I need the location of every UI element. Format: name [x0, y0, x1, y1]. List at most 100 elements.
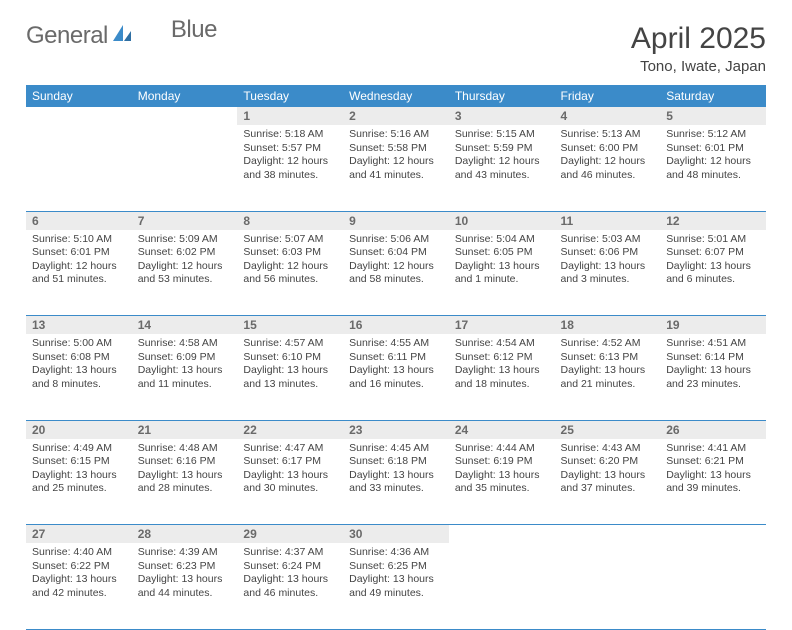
weekday-header: Wednesday	[343, 85, 449, 107]
daylight-line: Daylight: 13 hours and 46 minutes.	[243, 573, 337, 600]
day-number: 16	[343, 316, 449, 335]
day-cell-body: Sunrise: 4:55 AMSunset: 6:11 PMDaylight:…	[343, 334, 449, 396]
day-cell: Sunrise: 4:52 AMSunset: 6:13 PMDaylight:…	[555, 334, 661, 420]
sunrise-line: Sunrise: 4:54 AM	[455, 337, 549, 351]
sunset-line: Sunset: 6:19 PM	[455, 455, 549, 469]
daylight-line: Daylight: 12 hours and 58 minutes.	[349, 260, 443, 287]
sunrise-line: Sunrise: 5:15 AM	[455, 128, 549, 142]
day-cell-body: Sunrise: 4:47 AMSunset: 6:17 PMDaylight:…	[237, 439, 343, 501]
sunrise-line: Sunrise: 5:06 AM	[349, 233, 443, 247]
day-number: 7	[132, 211, 238, 230]
sunset-line: Sunset: 6:13 PM	[561, 351, 655, 365]
sunset-line: Sunset: 6:01 PM	[666, 142, 760, 156]
daylight-line: Daylight: 13 hours and 39 minutes.	[666, 469, 760, 496]
sunset-line: Sunset: 6:14 PM	[666, 351, 760, 365]
day-cell	[26, 125, 132, 211]
day-cell-body: Sunrise: 4:57 AMSunset: 6:10 PMDaylight:…	[237, 334, 343, 396]
day-cell-body: Sunrise: 4:36 AMSunset: 6:25 PMDaylight:…	[343, 543, 449, 605]
day-number: 28	[132, 525, 238, 544]
day-cell: Sunrise: 4:47 AMSunset: 6:17 PMDaylight:…	[237, 439, 343, 525]
day-cell-body: Sunrise: 4:49 AMSunset: 6:15 PMDaylight:…	[26, 439, 132, 501]
daylight-line: Daylight: 12 hours and 48 minutes.	[666, 155, 760, 182]
sunset-line: Sunset: 6:04 PM	[349, 246, 443, 260]
sunset-line: Sunset: 6:15 PM	[32, 455, 126, 469]
daynum-row: 20212223242526	[26, 420, 766, 439]
day-cell-body: Sunrise: 4:37 AMSunset: 6:24 PMDaylight:…	[237, 543, 343, 605]
daylight-line: Daylight: 12 hours and 43 minutes.	[455, 155, 549, 182]
daylight-line: Daylight: 13 hours and 8 minutes.	[32, 364, 126, 391]
day-cell: Sunrise: 5:00 AMSunset: 6:08 PMDaylight:…	[26, 334, 132, 420]
daylight-line: Daylight: 13 hours and 30 minutes.	[243, 469, 337, 496]
day-cell: Sunrise: 4:44 AMSunset: 6:19 PMDaylight:…	[449, 439, 555, 525]
day-number: 21	[132, 420, 238, 439]
day-number: 18	[555, 316, 661, 335]
sunrise-line: Sunrise: 4:58 AM	[138, 337, 232, 351]
sunset-line: Sunset: 5:59 PM	[455, 142, 549, 156]
sunset-line: Sunset: 6:16 PM	[138, 455, 232, 469]
sunrise-line: Sunrise: 5:16 AM	[349, 128, 443, 142]
day-cell-body: Sunrise: 4:52 AMSunset: 6:13 PMDaylight:…	[555, 334, 661, 396]
sunset-line: Sunset: 6:22 PM	[32, 560, 126, 574]
day-number: 10	[449, 211, 555, 230]
month-title: April 2025	[631, 22, 766, 56]
sunrise-line: Sunrise: 5:01 AM	[666, 233, 760, 247]
sunset-line: Sunset: 6:12 PM	[455, 351, 549, 365]
day-cell: Sunrise: 5:09 AMSunset: 6:02 PMDaylight:…	[132, 230, 238, 316]
sunrise-line: Sunrise: 4:52 AM	[561, 337, 655, 351]
daylight-line: Daylight: 12 hours and 41 minutes.	[349, 155, 443, 182]
location-subtitle: Tono, Iwate, Japan	[631, 58, 766, 75]
sunrise-line: Sunrise: 4:44 AM	[455, 442, 549, 456]
daylight-line: Daylight: 12 hours and 51 minutes.	[32, 260, 126, 287]
daylight-line: Daylight: 13 hours and 1 minute.	[455, 260, 549, 287]
day-cell-body: Sunrise: 4:45 AMSunset: 6:18 PMDaylight:…	[343, 439, 449, 501]
day-cell: Sunrise: 4:37 AMSunset: 6:24 PMDaylight:…	[237, 543, 343, 629]
day-cell: Sunrise: 5:16 AMSunset: 5:58 PMDaylight:…	[343, 125, 449, 211]
day-cell: Sunrise: 4:39 AMSunset: 6:23 PMDaylight:…	[132, 543, 238, 629]
day-number: 3	[449, 107, 555, 125]
brand-name-a: General	[26, 22, 108, 50]
sunrise-line: Sunrise: 4:40 AM	[32, 546, 126, 560]
sunrise-line: Sunrise: 4:45 AM	[349, 442, 443, 456]
sunrise-line: Sunrise: 4:57 AM	[243, 337, 337, 351]
sunset-line: Sunset: 6:05 PM	[455, 246, 549, 260]
sunrise-line: Sunrise: 5:12 AM	[666, 128, 760, 142]
day-number: 27	[26, 525, 132, 544]
day-cell: Sunrise: 4:54 AMSunset: 6:12 PMDaylight:…	[449, 334, 555, 420]
sunrise-line: Sunrise: 5:13 AM	[561, 128, 655, 142]
day-number: 5	[660, 107, 766, 125]
sunrise-line: Sunrise: 5:03 AM	[561, 233, 655, 247]
day-cell: Sunrise: 5:04 AMSunset: 6:05 PMDaylight:…	[449, 230, 555, 316]
day-cell: Sunrise: 5:10 AMSunset: 6:01 PMDaylight:…	[26, 230, 132, 316]
sunrise-line: Sunrise: 4:55 AM	[349, 337, 443, 351]
day-cell-body: Sunrise: 4:39 AMSunset: 6:23 PMDaylight:…	[132, 543, 238, 605]
sail-icon	[111, 22, 133, 50]
day-cell: Sunrise: 5:07 AMSunset: 6:03 PMDaylight:…	[237, 230, 343, 316]
day-number	[660, 525, 766, 544]
week-row: Sunrise: 5:10 AMSunset: 6:01 PMDaylight:…	[26, 230, 766, 316]
sunset-line: Sunset: 6:06 PM	[561, 246, 655, 260]
day-number: 23	[343, 420, 449, 439]
sunrise-line: Sunrise: 5:09 AM	[138, 233, 232, 247]
day-number: 25	[555, 420, 661, 439]
daylight-line: Daylight: 13 hours and 25 minutes.	[32, 469, 126, 496]
day-number: 9	[343, 211, 449, 230]
day-cell: Sunrise: 4:43 AMSunset: 6:20 PMDaylight:…	[555, 439, 661, 525]
day-cell	[660, 543, 766, 629]
sunset-line: Sunset: 6:03 PM	[243, 246, 337, 260]
daylight-line: Daylight: 13 hours and 16 minutes.	[349, 364, 443, 391]
day-cell-body: Sunrise: 5:12 AMSunset: 6:01 PMDaylight:…	[660, 125, 766, 187]
sunset-line: Sunset: 6:20 PM	[561, 455, 655, 469]
day-number: 8	[237, 211, 343, 230]
day-cell-body: Sunrise: 4:58 AMSunset: 6:09 PMDaylight:…	[132, 334, 238, 396]
sunrise-line: Sunrise: 5:10 AM	[32, 233, 126, 247]
sunrise-line: Sunrise: 4:48 AM	[138, 442, 232, 456]
daylight-line: Daylight: 12 hours and 56 minutes.	[243, 260, 337, 287]
sunrise-line: Sunrise: 4:49 AM	[32, 442, 126, 456]
day-number	[449, 525, 555, 544]
sunset-line: Sunset: 6:25 PM	[349, 560, 443, 574]
sunrise-line: Sunrise: 5:00 AM	[32, 337, 126, 351]
day-cell: Sunrise: 4:58 AMSunset: 6:09 PMDaylight:…	[132, 334, 238, 420]
sunrise-line: Sunrise: 5:04 AM	[455, 233, 549, 247]
week-row: Sunrise: 5:00 AMSunset: 6:08 PMDaylight:…	[26, 334, 766, 420]
daylight-line: Daylight: 12 hours and 46 minutes.	[561, 155, 655, 182]
